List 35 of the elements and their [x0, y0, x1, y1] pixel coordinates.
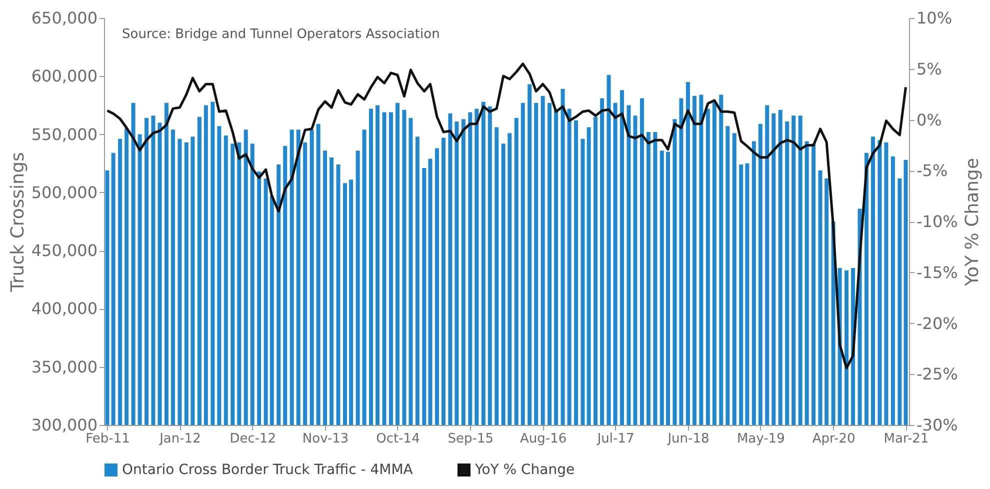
y2-tick-label: -25% — [916, 364, 958, 384]
x-tick-label: Dec-12 — [230, 432, 276, 446]
x-tick-label: Sep-15 — [448, 432, 494, 446]
x-tick-label: Aug-16 — [520, 432, 567, 446]
x-tick-label: Jun-18 — [666, 432, 710, 446]
x-tick-label: Feb-11 — [86, 432, 130, 446]
y2-axis-title: YoY % Change — [962, 158, 983, 288]
x-tick-label: Mar-21 — [884, 432, 929, 446]
y2-tick-label: 10% — [916, 8, 952, 28]
y-axis-title: Truck Crossings — [7, 152, 28, 293]
y2-tick-label: -15% — [916, 262, 958, 282]
y2-tick-label: -30% — [916, 416, 958, 434]
x-tick-label: Oct-14 — [376, 432, 420, 446]
y-tick-label: 400,000 — [31, 299, 98, 318]
x-tick-label: Jul-17 — [596, 432, 634, 446]
x-tick-label: Nov-13 — [302, 432, 349, 446]
y2-tick-label: -5% — [916, 161, 948, 180]
x-tick-label: Apr-20 — [812, 432, 856, 446]
annotation: Source: Bridge and Tunnel Operators Association — [122, 27, 440, 42]
y-tick-label: 450,000 — [31, 241, 98, 260]
legend-label: Ontario Cross Border Truck Traffic - 4MMA — [122, 462, 414, 478]
y-tick-label: 600,000 — [31, 66, 98, 86]
y-tick-label: 350,000 — [31, 357, 98, 376]
y-tick-label: 300,000 — [31, 416, 98, 434]
y-tick-label: 500,000 — [31, 182, 98, 202]
y2-tick-label: -20% — [916, 314, 958, 333]
y2-tick-label: -10% — [916, 212, 958, 231]
y-tick-label: 550,000 — [31, 124, 98, 144]
line-series — [106, 62, 907, 370]
y-tick-label: 650,000 — [31, 8, 98, 28]
legend-label: YoY % Change — [474, 462, 575, 478]
x-tick-label: May-19 — [736, 432, 785, 446]
y2-tick-label: 0% — [916, 110, 942, 130]
y2-tick-label: 5% — [916, 59, 942, 78]
x-tick-label: Jan-12 — [158, 432, 201, 446]
